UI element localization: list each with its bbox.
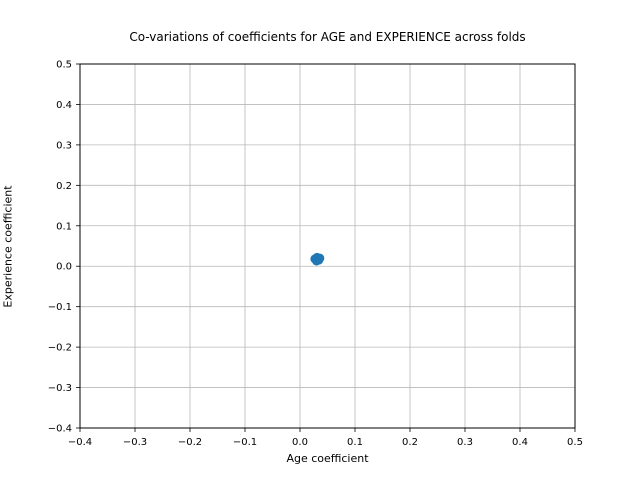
- scatter-points: [310, 252, 325, 266]
- x-tick-label: −0.4: [68, 437, 92, 448]
- x-tick-label: 0.1: [347, 437, 363, 448]
- x-tick-label: 0.3: [457, 437, 473, 448]
- y-tick-label: −0.4: [48, 424, 72, 435]
- x-tick-label: 0.2: [402, 437, 418, 448]
- y-tick-label: 0.5: [56, 60, 72, 71]
- x-tick-label: −0.3: [123, 437, 147, 448]
- axis-tick-labels: −0.4 −0.3 −0.2 −0.1 0.0 0.1 0.2 0.3 0.4 0.5 −0.4 −0…: [48, 60, 583, 449]
- y-tick-label: 0.4: [56, 100, 72, 111]
- y-tick-label: −0.1: [48, 302, 72, 313]
- y-tick-label: −0.2: [48, 343, 72, 354]
- gridlines: [79, 63, 576, 429]
- x-tick-label: 0.0: [292, 437, 308, 448]
- x-axis-label: Age coefficient: [286, 452, 369, 465]
- plot-border: [79, 63, 576, 429]
- x-tick-label: −0.2: [178, 437, 202, 448]
- y-tick-label: 0.3: [56, 140, 72, 151]
- y-tick-label: −0.3: [48, 383, 72, 394]
- chart-title: Co-variations of coefficients for AGE an…: [129, 30, 526, 44]
- x-tick-label: 0.5: [567, 437, 583, 448]
- axis-ticks: [76, 63, 576, 432]
- y-axis-label: Experience coefficient: [1, 185, 15, 308]
- y-tick-label: 0.1: [56, 221, 72, 232]
- x-tick-label: 0.4: [512, 437, 528, 448]
- y-tick-label: 0.0: [56, 262, 72, 273]
- scatter-point: [315, 253, 325, 263]
- y-tick-label: 0.2: [56, 181, 72, 192]
- x-tick-label: −0.1: [233, 437, 257, 448]
